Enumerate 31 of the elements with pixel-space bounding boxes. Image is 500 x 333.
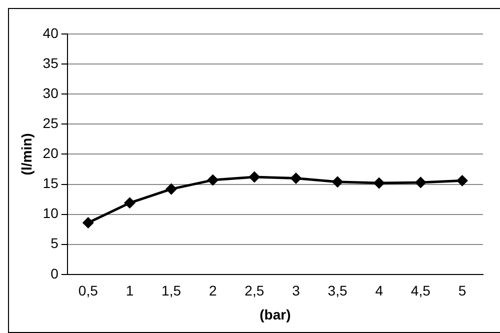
y-tick-label: 5 [50,235,59,252]
y-tick-label: 20 [42,145,59,162]
x-tick-label: 4,5 [410,282,431,299]
point [374,178,384,188]
point [208,174,218,186]
x-tick-label: 4 [375,282,384,299]
point [456,175,468,186]
point [166,184,177,194]
x-tick-label: 2 [208,282,217,299]
y-tick-label: 35 [42,54,59,71]
point [332,176,343,188]
y-tick-label: 25 [42,115,59,132]
y-tick-label: 30 [42,84,59,101]
x-tick-label: 1,5 [162,282,182,299]
y-tick-label: 10 [42,205,59,222]
x-tick-label: 3 [292,282,300,299]
x-tick-label: 2,5 [244,282,264,299]
point [249,172,260,182]
y-tick-label: 40 [42,24,59,41]
point [82,217,94,228]
point [124,198,135,208]
x-tick-label: 0,5 [78,282,98,299]
y-tick-label: 15 [42,175,59,192]
x-axis-title: (bar) [260,306,291,322]
x-tick-label: 5 [458,282,466,299]
x-tick-label: 3,5 [328,282,348,299]
point [290,172,302,184]
y-tick-label: 0 [50,265,59,282]
x-tick-label: 1 [126,282,134,299]
point [415,177,426,188]
y-axis-title: (l/min) [18,133,34,176]
